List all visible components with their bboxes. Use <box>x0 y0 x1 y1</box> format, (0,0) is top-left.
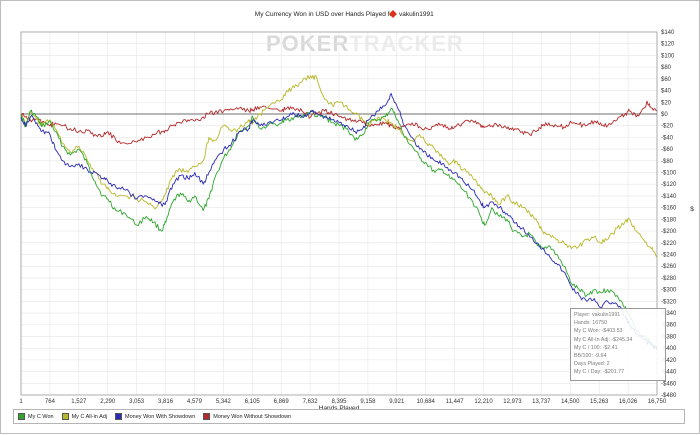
x-tick-label: 4,579 <box>187 399 203 405</box>
tooltip-line: My C Won: -$403.53 <box>574 328 623 335</box>
y-tick-label: -$340 <box>661 311 677 317</box>
tooltip-line: Days Played: 2 <box>574 361 610 368</box>
legend-label: Money Won Without Showdown <box>213 413 292 420</box>
x-tick-label: 3,816 <box>158 399 174 405</box>
y-tick-label: -$480 <box>661 393 677 399</box>
legend-label: My C All-in Adj <box>71 413 108 420</box>
x-tick-label: 15,263 <box>590 399 609 405</box>
legend-swatch <box>18 413 25 420</box>
y-tick-label: $0 <box>661 112 668 118</box>
x-tick-label: 13,737 <box>532 399 551 405</box>
x-tick-label: 10,684 <box>417 399 436 405</box>
player-name: vakulin1991 <box>399 11 434 18</box>
y-tick-label: -$420 <box>661 358 677 364</box>
y-tick-label: -$280 <box>661 276 677 282</box>
y-tick-label: $40 <box>661 89 672 95</box>
legend-label: My C Won <box>28 413 54 420</box>
x-tick-label: 1,527 <box>71 399 87 405</box>
x-tick-label: 14,500 <box>561 399 580 405</box>
y-tick-label: -$60 <box>661 147 674 153</box>
grid <box>20 31 658 396</box>
legend-swatch <box>115 413 123 420</box>
y-tick-label: $120 <box>661 42 675 48</box>
chart-legend: My C Won My C All-in Adj Money Won With Sh… <box>13 409 685 424</box>
legend-item[interactable]: Money Won Without Showdown <box>203 413 291 420</box>
y-tick-label: $80 <box>661 65 672 71</box>
x-tick-label: 9,158 <box>360 399 376 405</box>
series-line-money-won-without-showdown <box>20 100 658 145</box>
y-tick-label: -$200 <box>661 229 677 235</box>
x-tick-label: 11,447 <box>446 399 465 405</box>
tooltip-line: My C All-In Adj: -$245.34 <box>574 336 633 343</box>
y-tick-label: -$20 <box>661 124 674 130</box>
legend-item[interactable]: Money Won With Showdown <box>115 413 195 420</box>
x-tick-label: 9,921 <box>389 399 405 405</box>
x-tick-label: 1 <box>19 399 23 405</box>
chart-title: My Currency Won in USD over Hands Played… <box>255 11 396 18</box>
x-axis-label: Hands Played <box>319 405 360 412</box>
tooltip-line: My C / 100: -$2.41 <box>574 344 618 351</box>
x-tick-label: 12,973 <box>503 399 522 405</box>
series-lines <box>20 74 658 351</box>
y-tick-label: -$220 <box>661 241 677 247</box>
x-tick-label: 7,632 <box>303 399 319 405</box>
y-tick-label: $100 <box>661 53 675 59</box>
legend-swatch <box>61 413 69 420</box>
y-tick-label: -$400 <box>661 346 677 352</box>
y-tick-label: -$100 <box>661 171 677 177</box>
y-tick-label: -$240 <box>661 252 677 258</box>
y-tick-label: $60 <box>661 77 672 83</box>
x-tick-label: 6,105 <box>245 399 261 405</box>
x-tick-label: 12,210 <box>474 399 493 405</box>
tooltip-line: Player: vakulin1991 <box>574 312 621 318</box>
plot-border <box>20 31 658 396</box>
y-tick-label: -$80 <box>661 159 674 165</box>
tooltip-line: Hands: 16750 <box>574 320 607 327</box>
y-tick-label: -$380 <box>661 334 677 340</box>
x-tick-label: 764 <box>45 399 56 405</box>
legend-swatch <box>203 413 211 420</box>
series-line-my-c-all-in-adj <box>20 74 658 258</box>
y-tick-label: -$440 <box>661 370 677 376</box>
stats-tooltip: Player: vakulin1991 Hands: 16750 My C Won:… <box>570 308 666 381</box>
x-tick-label: 5,342 <box>216 399 232 405</box>
y-tick-label: $20 <box>661 100 672 106</box>
y-tick-label: -$40 <box>661 135 674 141</box>
legend-label: Money Won With Showdown <box>125 413 196 420</box>
y-tick-label: -$360 <box>661 323 677 329</box>
legend-item[interactable]: My C Won <box>18 413 54 420</box>
x-tick-label: 16,750 <box>648 399 667 405</box>
axes: -$480 -$460 -$440 -$420 -$400 -$380 -$360 -$340… <box>19 30 677 405</box>
series-line-money-won-with-showdown <box>20 93 658 351</box>
y-tick-label: -$460 <box>661 381 677 387</box>
y-tick-label: -$260 <box>661 264 677 270</box>
y-tick-label: -$320 <box>661 299 677 305</box>
series-line-my-c-won <box>20 107 658 351</box>
legend-item[interactable]: My C All-in Adj <box>61 413 108 420</box>
y-tick-label: -$300 <box>661 288 677 294</box>
x-tick-label: 2,290 <box>100 399 116 405</box>
y-axis-label: $ <box>690 206 694 213</box>
tooltip-line: My C / Day: -$201.77 <box>574 369 625 376</box>
y-tick-label: $140 <box>661 30 675 36</box>
tooltip-line: BB/100: -9.64 <box>574 353 607 360</box>
y-tick-label: -$120 <box>661 182 677 188</box>
x-tick-label: 8,395 <box>331 399 347 405</box>
x-tick-label: 3,053 <box>129 399 145 405</box>
y-tick-label: -$140 <box>661 194 677 200</box>
x-tick-label: 16,026 <box>619 399 638 405</box>
player-icon <box>389 10 397 18</box>
y-tick-label: -$180 <box>661 217 677 223</box>
x-tick-label: 6,869 <box>274 399 290 405</box>
y-tick-label: -$160 <box>661 206 677 212</box>
